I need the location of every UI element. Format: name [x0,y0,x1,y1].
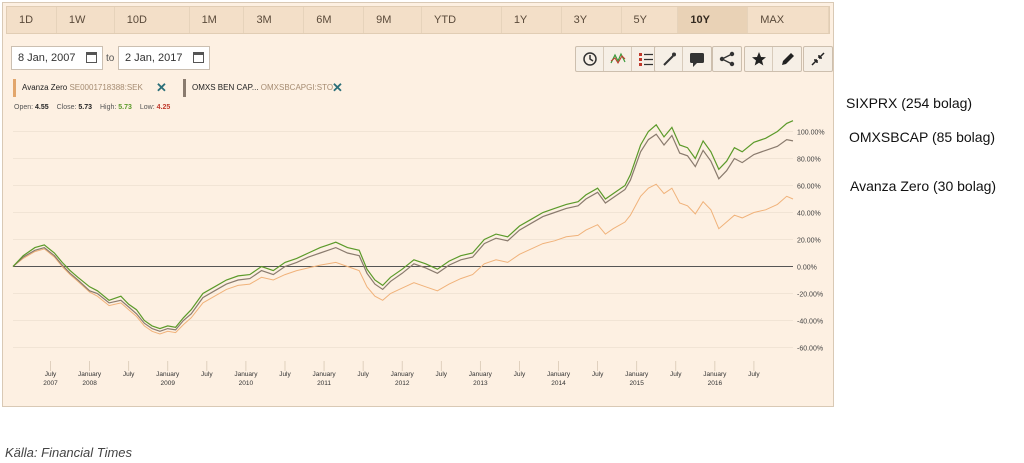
series-chip-symbol: SE0001718388:SEK [69,83,143,92]
x-tick-year-label: 2015 [629,380,644,387]
x-tick-label: July [748,371,760,378]
toolbar-group [744,46,802,72]
line-chart[interactable]: 100.00% 80.00% 60.00% 40.00% 20.00% 0.00% -20.… [3,3,835,408]
date-from-field[interactable]: 8 Jan, 2007 [11,46,103,70]
range-button-1m[interactable]: 1M [190,7,245,33]
x-tick-year-label: 2007 [43,380,58,387]
chart-widget: 1D 1W 10D 1M 3M 6M 9M YTD 1Y 3Y 5Y 10Y MAX 8 Jan, 20… [2,2,834,407]
y-tick-label: 80.00% [797,157,821,164]
y-tick-label: -20.00% [797,292,823,299]
x-tick-label: January [703,371,727,378]
range-button-5y[interactable]: 5Y [622,7,679,33]
series-chip-name: OMXS BEN CAP... [192,83,261,92]
date-to-label: to [106,53,115,64]
ohlc-readout: Open: 4.55 Close: 5.73 High: 5.73 Low: 4… [14,104,171,111]
toolbar-group [712,46,742,72]
range-button-6m[interactable]: 6M [304,7,365,33]
x-tick-label: January [469,371,493,378]
series-chip[interactable]: Avanza Zero SE0001718388:SEK [13,79,153,97]
x-tick-label: January [547,371,571,378]
range-button-10d[interactable]: 10D [115,7,190,33]
legend-omxsbcap: OMXSBCAP (85 bolag) [849,129,996,145]
indicators-icon[interactable] [632,47,660,71]
y-tick-label: 40.00% [797,211,821,218]
clock-icon[interactable] [576,47,604,71]
range-button-1d[interactable]: 1D [7,7,57,33]
open-value: 4.55 [35,104,49,111]
favorite-icon[interactable] [745,47,773,71]
low-value: 4.25 [156,104,171,111]
series-line-sixprx [12,120,794,330]
x-tick-label: July [670,371,682,378]
x-tick-label: January [234,371,258,378]
range-button-9m[interactable]: 9M [364,7,423,33]
date-to-value: 2 Jan, 2017 [125,52,183,64]
series-chip-name: Avanza Zero [22,83,70,92]
date-from-value: 8 Jan, 2007 [18,52,76,64]
source-caption: Källa: Financial Times [5,445,133,460]
range-selector: 1D 1W 10D 1M 3M 6M 9M YTD 1Y 3Y 5Y 10Y MAX [6,6,830,34]
y-tick-label: 100.00% [797,130,825,137]
x-tick-label: January [78,371,102,378]
x-tick-year-label: 2008 [82,380,97,387]
toolbar-group [654,46,712,72]
x-tick-year-label: 2012 [395,380,410,387]
range-button-1y[interactable]: 1Y [502,7,562,33]
x-tick-label: July [357,371,369,378]
calendar-icon[interactable] [86,52,97,63]
x-tick-label: July [201,371,213,378]
edit-icon[interactable] [773,47,801,71]
range-button-10y[interactable]: 10Y [678,7,749,33]
y-tick-label: 20.00% [797,238,821,245]
toolbar-group [803,46,833,72]
series-line-avanza [12,183,794,335]
x-tick-label: January [156,371,180,378]
calendar-icon[interactable] [193,52,204,63]
range-button-3m[interactable]: 3M [244,7,305,33]
remove-series-icon[interactable]: ✕ [332,80,343,95]
x-tick-label: July [592,371,604,378]
legend-sixprx: SIXPRX (254 bolag) [846,95,973,111]
range-button-1w[interactable]: 1W [57,7,115,33]
range-button-3y[interactable]: 3Y [562,7,622,33]
y-tick-label: -40.00% [797,319,823,326]
series-chip-symbol: OMXSBCAPGI:STO [260,83,334,92]
y-tick-label: 0.00% [797,265,817,272]
x-tick-label: July [45,371,57,378]
legend-avanza: Avanza Zero (30 bolag) [850,178,997,194]
x-tick-label: January [391,371,415,378]
remove-series-icon[interactable]: ✕ [156,80,167,95]
collapse-icon[interactable] [804,47,832,71]
series-line-omxsbcap [12,133,794,332]
x-tick-label: January [312,371,336,378]
draw-icon[interactable] [655,47,683,71]
x-tick-year-label: 2016 [708,380,723,387]
high-value: 5.73 [118,104,132,111]
y-tick-label: -60.00% [797,346,823,353]
x-tick-year-label: 2010 [239,380,254,387]
x-tick-label: July [123,371,135,378]
chart-type-icon[interactable] [604,47,632,71]
close-value: 5.73 [78,104,93,111]
range-button-ytd[interactable]: YTD [422,7,502,33]
x-tick-label: January [625,371,649,378]
x-tick-year-label: 2013 [473,380,488,387]
x-tick-label: July [514,371,526,378]
y-tick-label: 60.00% [797,184,821,191]
range-button-max[interactable]: MAX [748,7,830,33]
x-tick-label: July [436,371,448,378]
x-tick-year-label: 2009 [161,380,176,387]
x-tick-year-label: 2014 [551,380,566,387]
comment-icon[interactable] [683,47,711,71]
x-tick-year-label: 2011 [317,380,331,387]
share-icon[interactable] [713,47,741,71]
date-to-field[interactable]: 2 Jan, 2017 [118,46,210,70]
series-chip[interactable]: OMXS BEN CAP... OMXSBCAPGI:STO [183,79,333,97]
toolbar-group [575,46,661,72]
x-tick-label: July [279,371,291,378]
